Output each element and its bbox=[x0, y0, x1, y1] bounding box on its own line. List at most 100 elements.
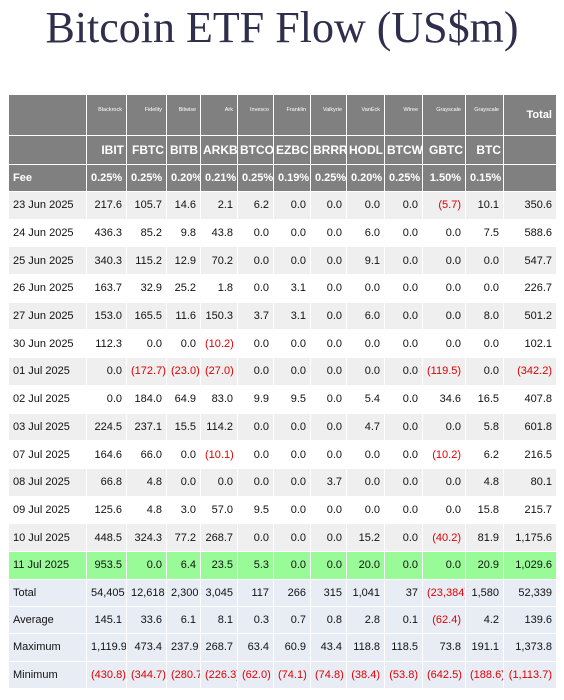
flow-value: 436.3 bbox=[86, 218, 127, 248]
issuer: Valkyrie bbox=[310, 94, 347, 136]
data-row: 01 Jul 2025 0.0 (172.7) (23.0) (27.0) 0.0 0.0 0… bbox=[8, 357, 557, 386]
ticker-row: IBIT FBTC BITB ARKB BTCO EZBC BRRR HODL BTCW GBTC… bbox=[8, 135, 557, 165]
flow-value: 4.8 bbox=[126, 495, 167, 525]
header-blank bbox=[8, 135, 87, 165]
summary-value: (38.4) bbox=[346, 660, 385, 689]
flow-value: 6.0 bbox=[346, 218, 385, 248]
data-row: 30 Jun 2025 112.3 0.0 0.0 (10.2) 0.0 0.0 0.0 0.0… bbox=[8, 329, 557, 359]
summary-row: Maximum 1,119.9 473.4 237.9 268.7 63.4 60.9 43.… bbox=[8, 633, 557, 662]
summary-label: Total bbox=[8, 578, 87, 607]
flow-value: 8.0 bbox=[465, 301, 504, 331]
flow-value: 77.2 bbox=[166, 523, 201, 552]
data-row: 11 Jul 2025 953.5 0.0 6.4 23.5 5.3 0.0 0.0 20.0 0… bbox=[8, 550, 557, 580]
flow-value: 0.0 bbox=[166, 329, 201, 359]
flow-value: 0.0 bbox=[310, 550, 347, 580]
flow-value: 12.9 bbox=[166, 246, 201, 276]
total-header: Total bbox=[503, 94, 557, 136]
summary-value: 266 bbox=[273, 578, 311, 607]
flow-value: 0.0 bbox=[384, 329, 423, 359]
flow-value: 340.3 bbox=[86, 246, 127, 276]
flow-value: 10.1 bbox=[465, 191, 504, 220]
flow-value: 163.7 bbox=[86, 274, 127, 303]
flow-value: 15.8 bbox=[465, 495, 504, 525]
flow-value: 0.0 bbox=[166, 467, 201, 497]
summary-value: (1,113.7) bbox=[503, 660, 557, 689]
flow-value: 0.0 bbox=[237, 523, 274, 552]
flow-value: 0.0 bbox=[126, 329, 167, 359]
data-row: 27 Jun 2025 153.0 165.5 11.6 150.3 3.7 3.1 0.0 6… bbox=[8, 301, 557, 331]
ticker: BTC bbox=[465, 135, 504, 165]
summary-value: 8.1 bbox=[200, 605, 238, 635]
issuer: Ark bbox=[200, 94, 238, 136]
flow-value: 0.0 bbox=[310, 495, 347, 525]
flow-value: 15.5 bbox=[166, 412, 201, 442]
summary-value: 473.4 bbox=[126, 633, 167, 662]
flow-value: 0.0 bbox=[237, 440, 274, 469]
flow-value: 0.0 bbox=[465, 329, 504, 359]
summary-value: 118.5 bbox=[384, 633, 423, 662]
data-row: 03 Jul 2025 224.5 237.1 15.5 114.2 0.0 0.0 0.0 4… bbox=[8, 412, 557, 442]
summary-value: 2,300 bbox=[166, 578, 201, 607]
summary-value: 12,618 bbox=[126, 578, 167, 607]
summary-value: 52,339 bbox=[503, 578, 557, 607]
header-blank bbox=[8, 94, 87, 136]
flow-value: 11.6 bbox=[166, 301, 201, 331]
summary-value: 118.8 bbox=[346, 633, 385, 662]
flow-value: 268.7 bbox=[200, 523, 238, 552]
flow-value: 217.6 bbox=[86, 191, 127, 220]
date: 01 Jul 2025 bbox=[8, 357, 87, 386]
flow-value: 20.9 bbox=[465, 550, 504, 580]
flow-value: (10.2) bbox=[200, 329, 238, 359]
fee-value: 0.25% bbox=[86, 164, 127, 192]
flow-value: 324.3 bbox=[126, 523, 167, 552]
flow-value: 114.2 bbox=[200, 412, 238, 442]
flow-value: 0.0 bbox=[166, 440, 201, 469]
fee-value: 0.15% bbox=[465, 164, 504, 192]
flow-value: 0.0 bbox=[310, 218, 347, 248]
flow-value: (10.2) bbox=[422, 440, 466, 469]
flow-value: 237.1 bbox=[126, 412, 167, 442]
summary-value: 237.9 bbox=[166, 633, 201, 662]
flow-value: 0.0 bbox=[273, 523, 311, 552]
ticker: FBTC bbox=[126, 135, 167, 165]
data-row: 09 Jul 2025 125.6 4.8 3.0 57.0 9.5 0.0 0.0 0.0 0.… bbox=[8, 495, 557, 525]
flow-value: 3.7 bbox=[310, 467, 347, 497]
flow-value: 0.0 bbox=[310, 329, 347, 359]
flow-value: 4.8 bbox=[465, 467, 504, 497]
flow-value: 2.1 bbox=[200, 191, 238, 220]
flow-value: 0.0 bbox=[346, 467, 385, 497]
issuer: Fidelity bbox=[126, 94, 167, 136]
date: 27 Jun 2025 bbox=[8, 301, 87, 331]
flow-value: 0.0 bbox=[237, 467, 274, 497]
ticker: BRRR bbox=[310, 135, 347, 165]
flow-value: (27.0) bbox=[200, 357, 238, 386]
flow-value: 80.1 bbox=[503, 467, 557, 497]
flow-value: 1,175.6 bbox=[503, 523, 557, 552]
flow-value: 6.0 bbox=[346, 301, 385, 331]
summary-value: 145.1 bbox=[86, 605, 127, 635]
flow-value: 0.0 bbox=[384, 274, 423, 303]
issuer: Franklin bbox=[273, 94, 311, 136]
summary-value: (62.0) bbox=[237, 660, 274, 689]
flow-value: 226.7 bbox=[503, 274, 557, 303]
fee-value: 0.25% bbox=[310, 164, 347, 192]
flow-value: 64.9 bbox=[166, 384, 201, 414]
flow-value: 0.0 bbox=[422, 218, 466, 248]
flow-value: 0.0 bbox=[422, 301, 466, 331]
flow-value: 4.8 bbox=[126, 467, 167, 497]
flow-value: 0.0 bbox=[310, 191, 347, 220]
flow-value: 0.0 bbox=[422, 246, 466, 276]
flow-value: 0.0 bbox=[384, 412, 423, 442]
flow-value: (119.5) bbox=[422, 357, 466, 386]
flow-value: 85.2 bbox=[126, 218, 167, 248]
flow-value: 0.0 bbox=[310, 440, 347, 469]
flow-value: (172.7) bbox=[126, 357, 167, 386]
summary-value: (344.7) bbox=[126, 660, 167, 689]
header-blank bbox=[503, 164, 557, 192]
ticker: HODL bbox=[346, 135, 385, 165]
flow-value: 9.9 bbox=[237, 384, 274, 414]
flow-value: 3.7 bbox=[237, 301, 274, 331]
flow-value: 0.0 bbox=[237, 412, 274, 442]
issuer: Bitwise bbox=[166, 94, 201, 136]
flow-value: 0.0 bbox=[237, 246, 274, 276]
